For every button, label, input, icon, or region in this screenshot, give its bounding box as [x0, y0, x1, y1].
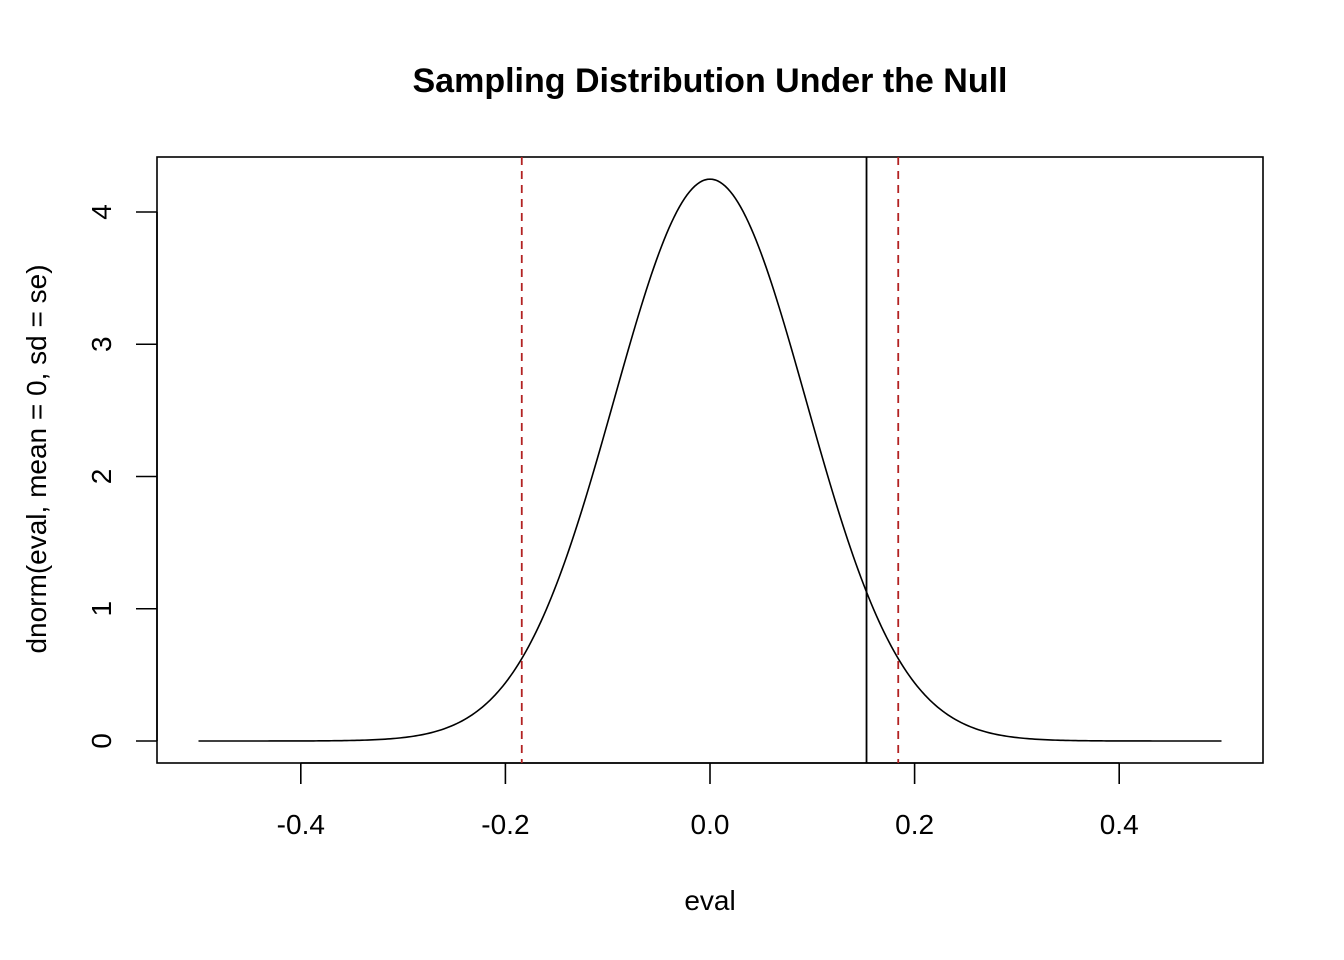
y-tick-label: 1: [86, 601, 117, 617]
x-tick-label: 0.4: [1100, 809, 1139, 840]
x-tick-label: -0.2: [481, 809, 529, 840]
y-tick-label: 4: [86, 204, 117, 220]
x-axis: -0.4 -0.2 0.0 0.2 0.4: [277, 762, 1139, 840]
y-tick-label: 3: [86, 336, 117, 352]
x-tick-label: 0.2: [895, 809, 934, 840]
y-tick-label: 2: [86, 469, 117, 485]
series-layer: [198, 178, 1222, 742]
y-tick-label: 0: [86, 733, 117, 749]
reference-lines: [520, 157, 900, 763]
y-axis-label: dnorm(eval, mean = 0, sd = se): [21, 264, 52, 653]
x-tick-label: 0.0: [691, 809, 730, 840]
x-tick-label: -0.4: [277, 809, 325, 840]
chart-title: Sampling Distribution Under the Null: [413, 62, 1008, 100]
plot-frame: [156, 156, 1264, 764]
x-axis-label: eval: [684, 885, 735, 916]
density-curve: [198, 178, 1222, 742]
y-axis: 0 1 2 3 4: [86, 204, 158, 749]
